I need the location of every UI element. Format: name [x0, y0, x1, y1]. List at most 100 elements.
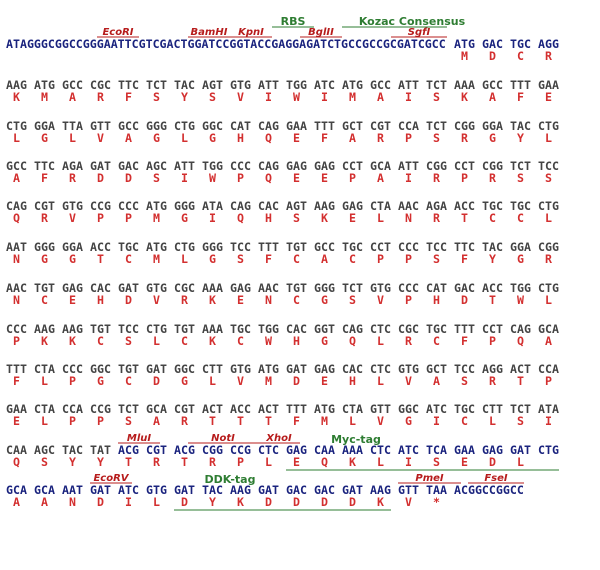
codon: CAG	[6, 199, 27, 213]
codon: TGC	[482, 199, 503, 213]
amino-acid: D	[97, 171, 104, 185]
amino-acid: T	[237, 414, 244, 428]
codon: AAA	[342, 443, 363, 457]
codon: GAA	[6, 402, 27, 416]
amino-acid: S	[125, 414, 132, 428]
codon: CAC	[258, 199, 279, 213]
codon: GCA	[538, 322, 559, 336]
amino-acid: Q	[349, 334, 356, 348]
amino-acid: E	[69, 293, 76, 307]
codon: ACT	[258, 402, 279, 416]
amino-acid: V	[405, 374, 412, 388]
codon: AAG	[230, 483, 251, 497]
codon: ACG	[118, 443, 139, 457]
codon: GTG	[62, 199, 83, 213]
amino-acid: D	[349, 495, 356, 509]
restriction-site: MluI	[127, 433, 151, 444]
codon: TGT	[118, 362, 139, 376]
amino-acid: D	[293, 495, 300, 509]
amino-acid: C	[97, 334, 104, 348]
amino-acid: D	[461, 293, 468, 307]
codon: CAG	[342, 322, 363, 336]
amino-acid: M	[41, 90, 48, 104]
codon: GTT	[90, 119, 111, 133]
codon: TGT	[34, 281, 55, 295]
amino-acid: V	[377, 414, 384, 428]
codon: AAC	[258, 281, 279, 295]
codon: CTT	[482, 402, 503, 416]
amino-acid: I	[265, 90, 272, 104]
codon: CTA	[342, 402, 363, 416]
codon: ATG	[258, 362, 279, 376]
amino-acid: D	[153, 374, 160, 388]
amino-acid: E	[321, 374, 328, 388]
amino-acid: F	[517, 90, 524, 104]
codon: AAA	[202, 322, 223, 336]
amino-acid: T	[97, 252, 104, 266]
amino-acid: F	[293, 414, 300, 428]
amino-acid: G	[41, 252, 48, 266]
amino-acid: P	[125, 211, 132, 225]
amino-acid: C	[433, 334, 440, 348]
amino-acid: Y	[97, 455, 104, 469]
amino-acid: W	[265, 334, 272, 348]
amino-acid: P	[97, 211, 104, 225]
amino-acid: V	[69, 211, 76, 225]
codon: CCA	[398, 119, 419, 133]
codon: CCT	[342, 159, 363, 173]
amino-acid: S	[433, 252, 440, 266]
amino-acid: F	[461, 334, 468, 348]
amino-acid: A	[125, 131, 132, 145]
amino-acid: T	[265, 414, 272, 428]
amino-acid: P	[349, 171, 356, 185]
amino-acid: F	[321, 131, 328, 145]
codon: TCC	[426, 240, 447, 254]
codon: GAA	[538, 78, 559, 92]
amino-acid: A	[69, 90, 76, 104]
codon: GTG	[146, 281, 167, 295]
amino-acid: P	[97, 414, 104, 428]
codon: TAA	[426, 483, 447, 497]
amino-acid: S	[237, 252, 244, 266]
amino-acid: E	[545, 90, 552, 104]
codon: GGA	[510, 240, 531, 254]
amino-acid: S	[349, 293, 356, 307]
codon: CTA	[370, 199, 391, 213]
amino-acid: S	[209, 90, 216, 104]
amino-acid: L	[377, 334, 384, 348]
amino-acid: K	[69, 334, 76, 348]
codon: TTT	[314, 119, 335, 133]
codon: GCT	[342, 119, 363, 133]
codon: ATT	[258, 78, 279, 92]
amino-acid: Y	[181, 90, 188, 104]
codon: GGA	[482, 119, 503, 133]
amino-acid: I	[545, 414, 552, 428]
amino-acid: Q	[237, 211, 244, 225]
amino-acid: A	[377, 171, 384, 185]
codon: AGC	[146, 159, 167, 173]
amino-acid: F	[41, 171, 48, 185]
amino-acid: L	[489, 414, 496, 428]
codon: ACC	[454, 199, 475, 213]
codon: TCT	[510, 402, 531, 416]
codon: GAT	[258, 483, 279, 497]
amino-acid: D	[489, 455, 496, 469]
codon: GCC	[118, 119, 139, 133]
codon: ATC	[118, 483, 139, 497]
codon: TGT	[286, 240, 307, 254]
amino-acid: D	[125, 171, 132, 185]
codon: CAT	[230, 119, 251, 133]
codon: CAG	[230, 199, 251, 213]
amino-acid: M	[321, 414, 328, 428]
codon: ATA	[202, 199, 223, 213]
codon: ATG	[34, 78, 55, 92]
amino-acid: L	[545, 131, 552, 145]
codon: GAC	[286, 483, 307, 497]
restriction-site: BamHI	[191, 27, 228, 38]
codon: CTC	[258, 443, 279, 457]
codon: GGG	[314, 281, 335, 295]
codon: ACT	[510, 362, 531, 376]
amino-acid: S	[461, 374, 468, 388]
amino-acid: I	[405, 171, 412, 185]
amino-acid: Y	[489, 252, 496, 266]
